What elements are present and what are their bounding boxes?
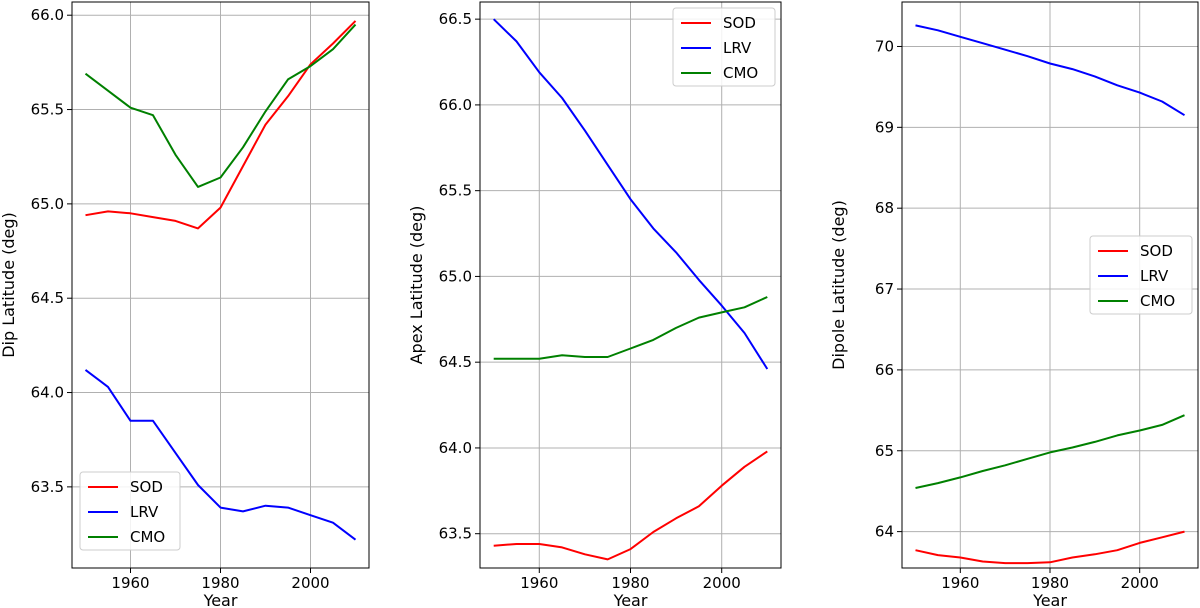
x-tick-label: 1960 bbox=[520, 574, 558, 592]
y-tick-label: 66.5 bbox=[439, 10, 472, 28]
series-line-cmo bbox=[915, 414, 1185, 489]
y-axis-label: Apex Latitude (deg) bbox=[407, 206, 426, 365]
legend: SOD LRV CMO bbox=[1089, 235, 1193, 315]
legend-label-lrv: LRV bbox=[1140, 267, 1169, 285]
y-tick-label: 64 bbox=[875, 523, 894, 541]
y-tick-label: 63.5 bbox=[31, 478, 64, 496]
y-tick-label: 66.0 bbox=[439, 96, 472, 114]
x-axis-label: Year bbox=[613, 591, 648, 608]
x-tick-label: 2000 bbox=[703, 574, 741, 592]
legend-label-cmo: CMO bbox=[1140, 292, 1175, 310]
axes-frame bbox=[71, 1, 370, 569]
legend-label-cmo: CMO bbox=[130, 528, 165, 546]
chart-panel-3: 1960 1980 2000 64 65 66 67 68 69 70 Year Dipole Lat… bbox=[829, 1, 1199, 608]
y-tick-label: 63.5 bbox=[439, 525, 472, 543]
legend-box bbox=[1089, 235, 1193, 315]
legend-label-cmo: CMO bbox=[723, 64, 758, 82]
y-axis-label: Dip Latitude (deg) bbox=[0, 212, 18, 358]
y-tick-label: 64.5 bbox=[31, 289, 64, 307]
legend-label-lrv: LRV bbox=[723, 39, 752, 57]
x-tick-label: 2000 bbox=[291, 574, 329, 592]
legend-label-sod: SOD bbox=[723, 14, 756, 32]
series-line-sod bbox=[493, 450, 768, 561]
x-tick-label: 1980 bbox=[1031, 574, 1069, 592]
y-tick-label: 65.0 bbox=[31, 195, 64, 213]
y-tick-label: 65.5 bbox=[439, 182, 472, 200]
y-axis-label: Dipole Latitude (deg) bbox=[829, 200, 848, 370]
series-line-lrv bbox=[84, 369, 357, 541]
series-line-sod bbox=[85, 20, 357, 230]
legend-label-sod: SOD bbox=[130, 478, 163, 496]
legend-label-sod: SOD bbox=[1140, 242, 1173, 260]
legend-box bbox=[672, 7, 776, 87]
x-tick-label: 2000 bbox=[1121, 574, 1159, 592]
series-line-cmo bbox=[84, 23, 357, 188]
y-tick-label: 67 bbox=[875, 280, 894, 298]
y-tick-label: 64.0 bbox=[439, 439, 472, 457]
series-line-sod bbox=[915, 530, 1185, 565]
chart-panel-2: 1960 1980 2000 63.5 64.0 64.5 65.0 65.5 66.0 66.5… bbox=[407, 1, 782, 608]
x-axis-label: Year bbox=[1032, 591, 1067, 608]
y-tick-label: 66 bbox=[875, 361, 894, 379]
y-tick-label: 68 bbox=[875, 199, 894, 217]
y-tick-label: 64.5 bbox=[439, 353, 472, 371]
x-tick-label: 1980 bbox=[611, 574, 649, 592]
y-tick-label: 65.0 bbox=[439, 267, 472, 285]
x-tick-label: 1960 bbox=[941, 574, 979, 592]
x-tick-label: 1980 bbox=[201, 574, 239, 592]
y-tick-label: 70 bbox=[875, 37, 894, 55]
series-line-lrv bbox=[915, 24, 1186, 117]
axes-frame bbox=[901, 1, 1199, 569]
y-tick-label: 65 bbox=[875, 442, 894, 460]
legend-label-lrv: LRV bbox=[130, 503, 159, 521]
series-line-cmo bbox=[493, 296, 768, 360]
axes-frame bbox=[479, 1, 782, 569]
legend: SOD LRV CMO bbox=[672, 7, 776, 87]
x-axis-label: Year bbox=[203, 591, 238, 608]
legend-box bbox=[79, 471, 181, 551]
series-line-lrv bbox=[493, 18, 769, 370]
legend: SOD LRV CMO bbox=[79, 471, 181, 551]
y-tick-label: 69 bbox=[875, 118, 894, 136]
chart-panel-1: 1960 1980 2000 63.5 64.0 64.5 65.0 65.5 66.0 Year… bbox=[0, 1, 370, 608]
y-tick-label: 65.5 bbox=[31, 101, 64, 119]
y-tick-label: 64.0 bbox=[31, 384, 64, 402]
y-tick-label: 66.0 bbox=[31, 6, 64, 24]
x-tick-label: 1960 bbox=[111, 574, 149, 592]
